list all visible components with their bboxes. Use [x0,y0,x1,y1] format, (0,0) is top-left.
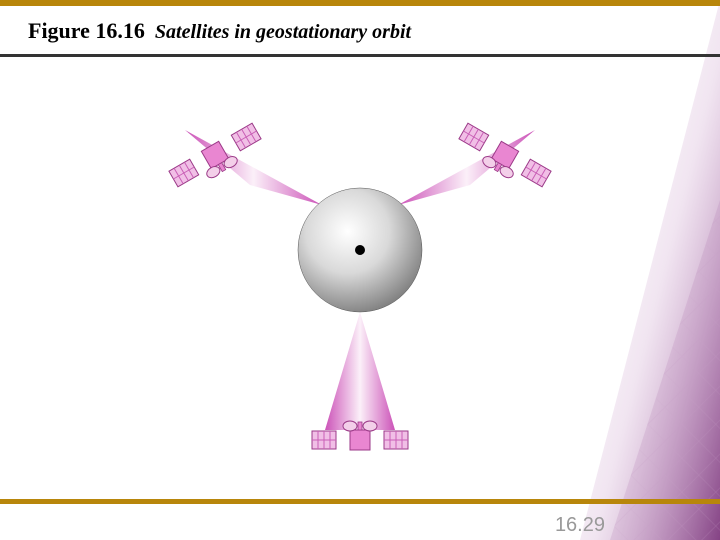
geostationary-diagram [100,70,620,490]
beam-bottom [325,312,395,430]
top-accent-bar [0,0,720,6]
earth-center-dot [355,245,365,255]
page-number: 16.29 [555,515,605,536]
figure-title: Figure 16.16 Satellites in geostationary… [28,18,700,44]
figure-caption: Satellites in geostationary orbit [155,21,411,44]
title-underline [0,54,720,57]
slide: Figure 16.16 Satellites in geostationary… [0,0,720,540]
figure-label: Figure 16.16 [28,18,145,44]
bottom-accent-bar [0,499,720,504]
